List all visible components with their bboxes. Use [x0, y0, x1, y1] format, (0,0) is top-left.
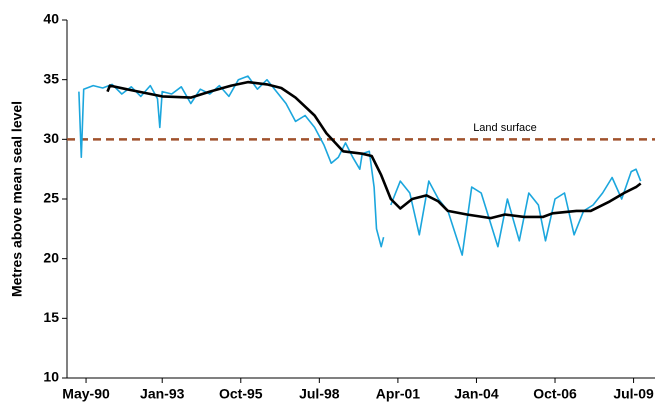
reference-label: Land surface [473, 122, 537, 134]
x-tick-label: May-90 [62, 386, 110, 402]
x-tick-label: Jan-04 [454, 386, 499, 402]
y-axis-title: Metres above mean seal level [9, 101, 25, 297]
y-tick-label: 35 [43, 70, 59, 86]
x-tick-label: Jan-93 [140, 386, 185, 402]
y-tick-label: 10 [43, 369, 59, 385]
y-tick-label: 20 [43, 249, 59, 265]
x-tick-label: Oct-95 [219, 386, 263, 402]
x-tick-label: Jul-98 [299, 386, 340, 402]
series-line [106, 80, 642, 220]
x-tick-label: Apr-01 [376, 386, 421, 402]
x-tick-label: Jul-09 [613, 386, 654, 402]
y-tick-label: 40 [43, 11, 59, 27]
y-tick-label: 15 [43, 309, 59, 325]
x-tick-label: Oct-06 [533, 386, 577, 402]
series-line [78, 75, 642, 256]
y-tick-label: 30 [43, 130, 59, 146]
y-tick-label: 25 [43, 190, 59, 206]
